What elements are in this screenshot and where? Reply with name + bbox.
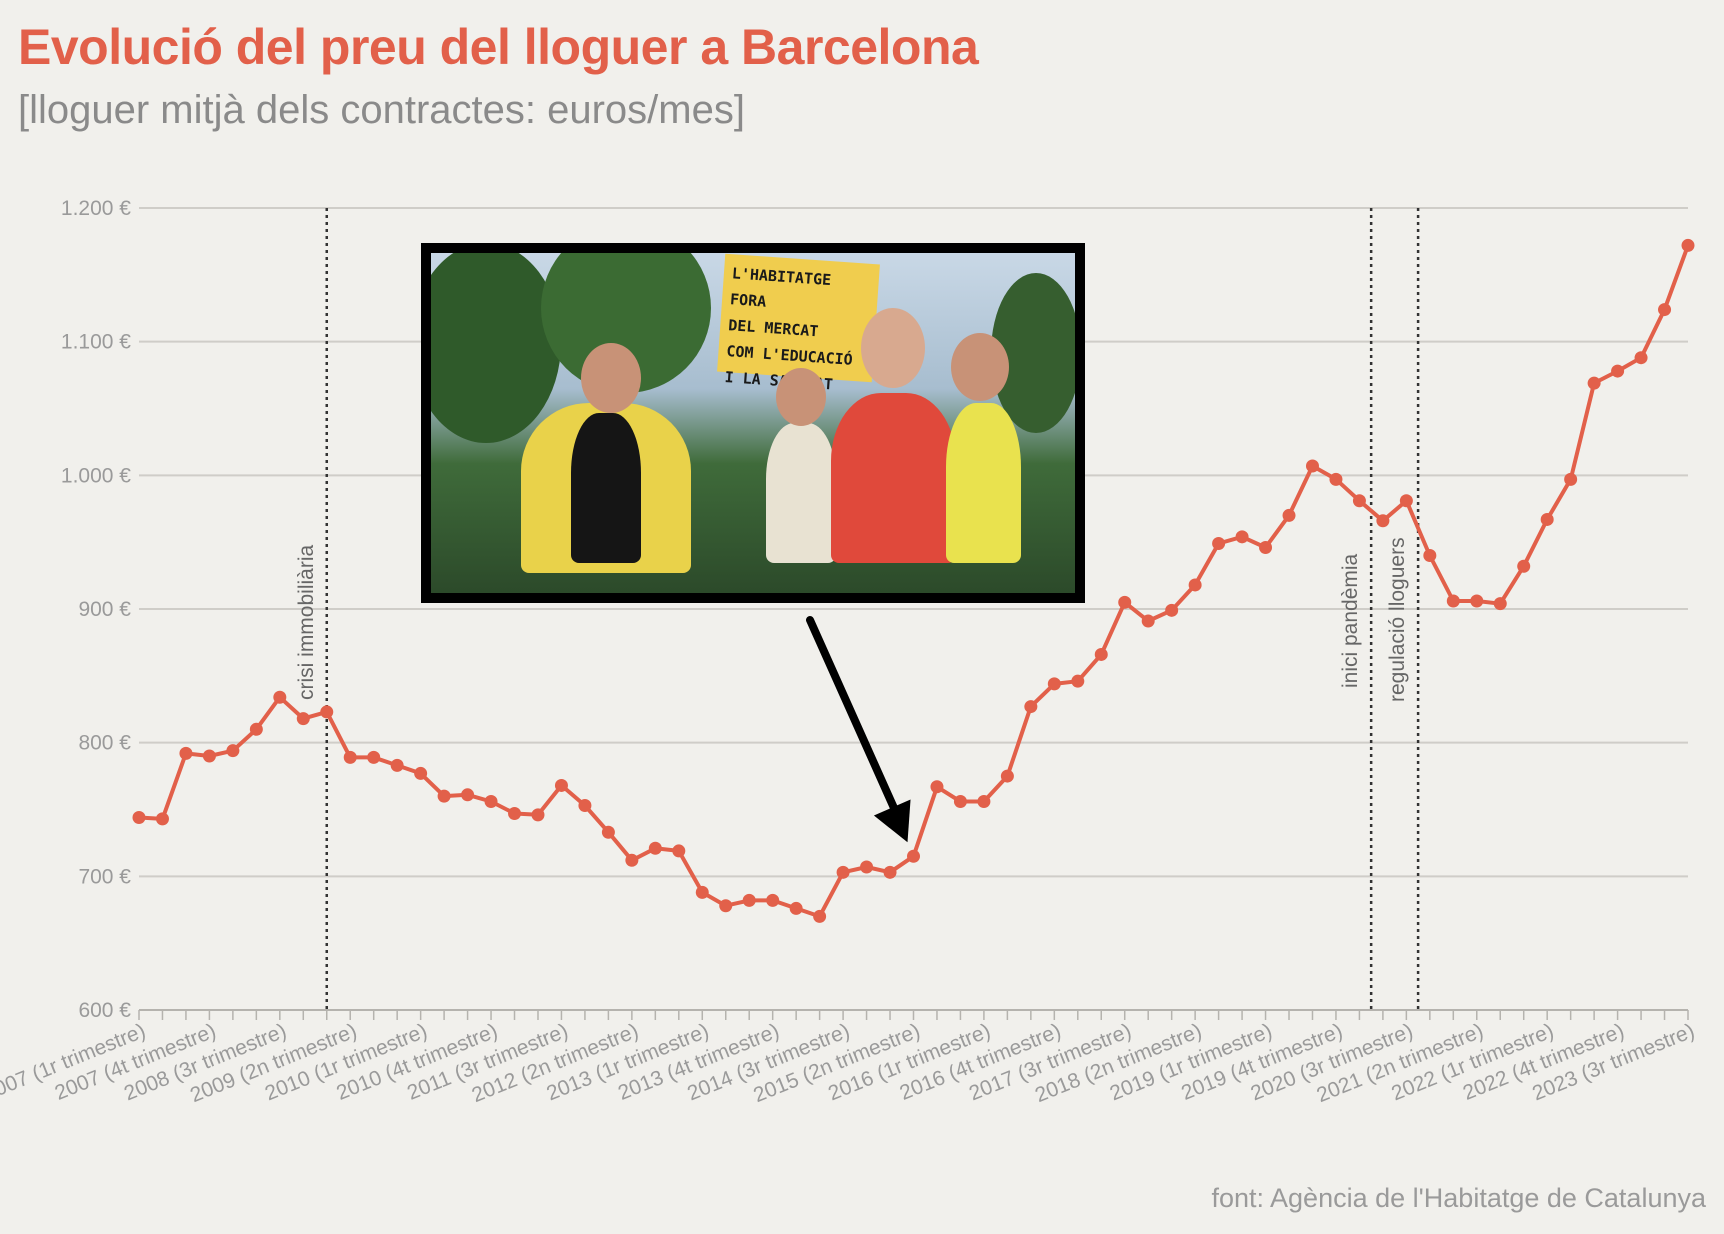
- data-point: [226, 744, 240, 758]
- sign-line: L'HABITATGE FORA: [729, 264, 832, 311]
- series-points: [132, 238, 1695, 923]
- data-point: [907, 849, 920, 863]
- data-point: [1141, 614, 1155, 628]
- data-point: [1165, 603, 1179, 617]
- y-tick-label: 800 €: [78, 732, 131, 755]
- data-point: [320, 705, 334, 719]
- data-point: [1376, 514, 1390, 528]
- data-point: [202, 749, 216, 763]
- data-point: [461, 788, 475, 802]
- data-point: [1493, 597, 1507, 611]
- data-point: [1352, 494, 1366, 508]
- data-point: [1259, 541, 1273, 555]
- data-point: [249, 722, 263, 736]
- data-point: [578, 798, 592, 812]
- data-point: [1423, 549, 1437, 563]
- data-point: [437, 789, 451, 803]
- y-tick-label: 1.200 €: [61, 197, 131, 220]
- data-point: [1071, 674, 1085, 688]
- data-point: [508, 807, 522, 821]
- data-point: [1282, 508, 1296, 522]
- data-point: [554, 778, 568, 792]
- arrow-head: [873, 799, 911, 843]
- data-point: [719, 899, 733, 913]
- data-point: [1212, 537, 1226, 551]
- arrow: [806, 616, 911, 843]
- data-point: [179, 746, 193, 760]
- y-tick-label: 1.100 €: [61, 331, 131, 354]
- data-point: [1329, 472, 1343, 486]
- annotations: crisi immobiliària inici pandèmia regulaci…: [295, 208, 1420, 1010]
- data-point: [1399, 494, 1413, 508]
- data-point: [367, 750, 381, 764]
- data-point: [1094, 647, 1108, 661]
- chart-subtitle: [lloguer mitjà dels contractes: euros/me…: [18, 88, 745, 132]
- data-point: [1047, 677, 1061, 691]
- data-point: [1587, 376, 1601, 390]
- annotation-label: regulació lloguers: [1386, 537, 1409, 702]
- y-tick-label: 1.000 €: [61, 464, 131, 487]
- data-point: [390, 758, 404, 772]
- data-point: [1305, 459, 1319, 473]
- data-point: [953, 794, 967, 808]
- axes: 600 € 700 € 800 € 900 € 1.000 € 1.100 € 1.200 …: [0, 197, 1698, 1107]
- data-point: [1634, 351, 1648, 365]
- data-point: [672, 844, 686, 858]
- data-point: [1470, 594, 1484, 608]
- data-point: [648, 841, 662, 855]
- data-point: [1517, 559, 1531, 573]
- source-note: font: Agència de l'Habitatge de Cataluny…: [1211, 1183, 1706, 1213]
- data-point: [625, 853, 639, 867]
- data-point: [742, 893, 756, 907]
- data-point: [789, 901, 803, 915]
- data-point: [813, 909, 827, 923]
- data-point: [1235, 530, 1249, 544]
- data-point: [1681, 238, 1695, 252]
- data-point: [695, 885, 709, 899]
- data-point: [1024, 700, 1038, 714]
- data-point: [766, 893, 780, 907]
- data-point: [883, 865, 897, 879]
- data-point: [155, 812, 169, 826]
- data-point: [296, 712, 310, 726]
- y-tick-label: 900 €: [78, 598, 131, 621]
- protest-sign: L'HABITATGE FORA DEL MERCAT COM L'EDUCAC…: [717, 253, 880, 394]
- annotation-label: crisi immobiliària: [295, 544, 318, 700]
- data-point: [343, 750, 357, 764]
- data-point: [132, 811, 146, 825]
- data-point: [1446, 594, 1460, 608]
- data-point: [601, 825, 615, 839]
- photo-image: L'HABITATGE FORA DEL MERCAT COM L'EDUCAC…: [431, 253, 1075, 593]
- data-point: [273, 690, 287, 704]
- data-point: [1540, 512, 1554, 526]
- data-point: [977, 794, 991, 808]
- protest-photo: L'HABITATGE FORA DEL MERCAT COM L'EDUCAC…: [421, 243, 1085, 603]
- data-point: [860, 860, 874, 874]
- data-point: [1000, 769, 1014, 783]
- data-point: [484, 794, 498, 808]
- data-point: [1611, 364, 1625, 378]
- data-point: [1658, 303, 1672, 317]
- annotation-label: inici pandèmia: [1339, 553, 1362, 688]
- data-point: [930, 780, 944, 794]
- chart-title: Evolució del preu del lloguer a Barcelon…: [18, 19, 979, 75]
- data-point: [1564, 472, 1578, 486]
- arrow-shaft: [806, 616, 904, 825]
- y-tick-label: 600 €: [78, 999, 131, 1022]
- y-tick-label: 700 €: [78, 865, 131, 888]
- data-point: [1118, 595, 1132, 609]
- data-point: [414, 766, 428, 780]
- data-point: [531, 808, 545, 822]
- data-point: [1188, 578, 1202, 592]
- data-point: [836, 865, 850, 879]
